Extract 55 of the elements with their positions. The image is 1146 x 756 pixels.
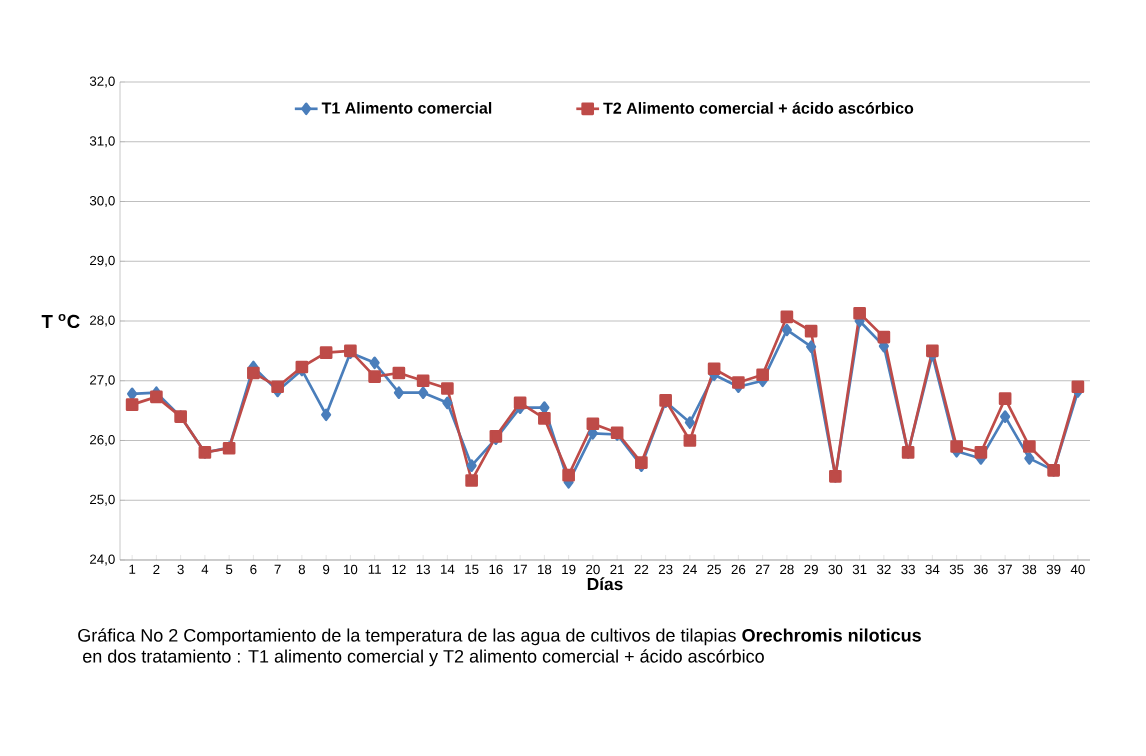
x-tick-label: 7: [274, 564, 281, 574]
y-tick-label: 24,0: [90, 554, 115, 566]
legend-label: T1 Alimento comercial: [321, 102, 492, 114]
x-tick-label: 9: [323, 564, 330, 575]
x-tick-label: 32: [876, 564, 891, 575]
x-tick-label: 22: [634, 564, 649, 575]
x-tick-label: 6: [250, 564, 257, 575]
x-tick-label: 40: [1070, 564, 1085, 575]
x-tick-label: 8: [298, 564, 306, 575]
x-tick-label: 39: [1046, 564, 1061, 575]
y-tick-label: 26,0: [90, 434, 115, 447]
text: Gráfica No 2 Comportamiento de la temperatura de las agua de cultivos de tilapias Orechromis niloticus: [78, 628, 921, 646]
x-tick-label: 15: [465, 564, 479, 574]
x-tick-label: 11: [368, 564, 381, 574]
y-tick-label: 25,0: [90, 494, 115, 506]
y-tick-label: 30,0: [89, 195, 115, 208]
x-tick-label: 4: [201, 564, 209, 574]
x-tick-label: 17: [513, 564, 527, 574]
x-tick-label: 1: [129, 564, 136, 574]
y-tick-label: 28,0: [90, 315, 115, 327]
x-tick-label: 21: [610, 564, 624, 575]
x-tick-label: 10: [343, 564, 358, 575]
x-tick-label: 27: [755, 564, 770, 575]
x-tick-label: 3: [177, 564, 184, 575]
x-tick-label: 28: [780, 564, 794, 575]
y-tick-label: 32,0: [89, 76, 115, 88]
x-tick-label: 30: [828, 564, 843, 575]
x-tick-label: 2: [153, 564, 160, 575]
x-tick-label: 12: [392, 564, 406, 575]
text: en dos tratamiento : T1 alimento comercial y T2 alimento comercial + ácido ascórbico: [83, 649, 764, 667]
x-tick-label: 34: [925, 564, 940, 575]
x-tick-label: 23: [658, 564, 673, 575]
x-tick-label: 18: [537, 564, 552, 575]
y-axis-title: T $^{o}$C: [41, 313, 80, 329]
x-tick-label: 35: [949, 564, 964, 575]
x-tick-label: 37: [998, 564, 1012, 575]
y-tick-label: 31,0: [89, 136, 115, 148]
x-tick-label: 20: [586, 564, 600, 575]
y-tick-label: 27,0: [90, 375, 115, 387]
x-tick-label: 13: [416, 564, 430, 575]
x-tick-label: 38: [1022, 564, 1037, 575]
y-tick-label: 29,0: [90, 255, 115, 267]
x-tick-label: 19: [562, 564, 576, 575]
x-tick-label: 26: [731, 564, 746, 575]
x-tick-label: 24: [683, 564, 697, 575]
x-tick-label: 14: [440, 564, 455, 574]
x-tick-label: 5: [225, 564, 233, 574]
x-tick-label: 25: [707, 564, 721, 575]
x-tick-label: 36: [973, 564, 988, 575]
x-axis-title: Días: [587, 577, 623, 591]
x-tick-label: 16: [489, 564, 503, 575]
x-tick-label: 31: [852, 564, 867, 575]
x-tick-label: 33: [901, 564, 915, 575]
legend-label: T2 Alimento comercial + ácido ascórbico: [603, 101, 914, 114]
x-tick-label: 29: [804, 564, 818, 575]
